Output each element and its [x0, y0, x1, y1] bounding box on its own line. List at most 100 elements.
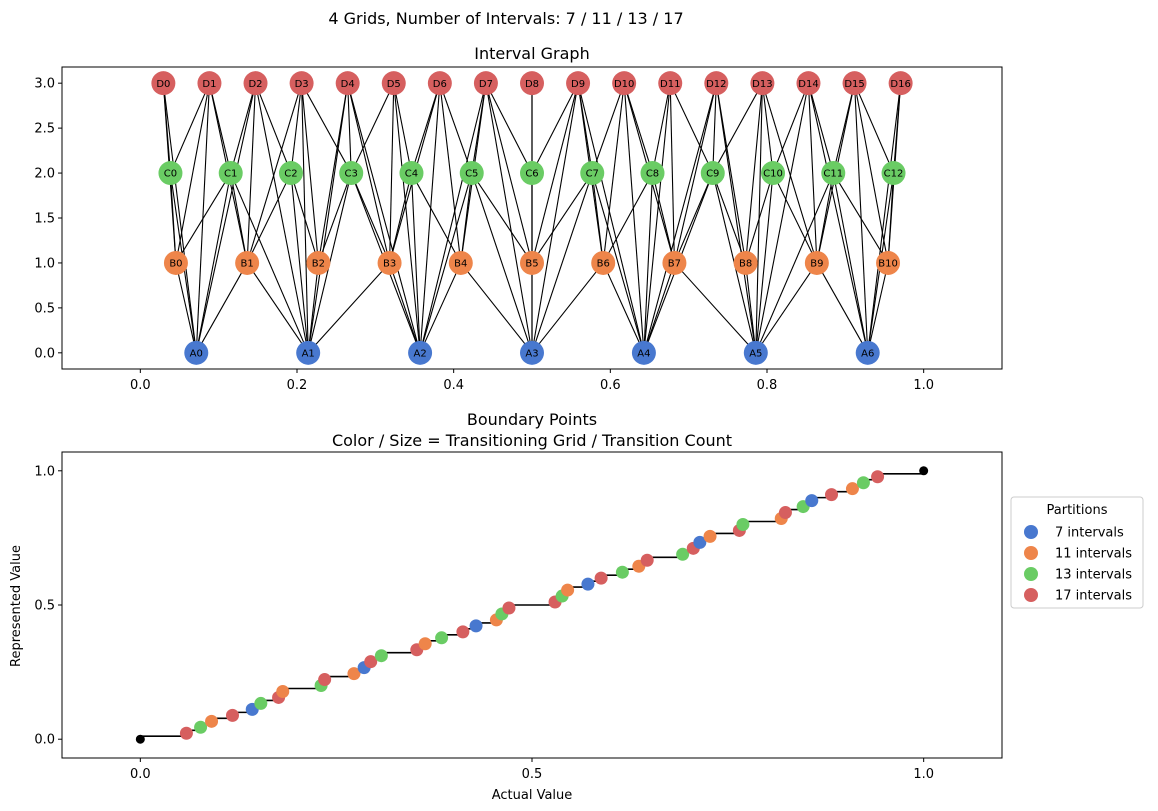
graph-node-label: D6	[433, 79, 447, 90]
graph-node-marker	[658, 71, 683, 96]
graph-node-b6: B6	[591, 250, 616, 275]
graph-node-label: C12	[884, 169, 904, 180]
graph-node-a0: A0	[184, 340, 209, 365]
graph-node-label: B9	[810, 259, 823, 270]
graph-node-label: A5	[749, 348, 762, 359]
graph-node-label: C9	[706, 169, 719, 180]
graph-edge	[246, 83, 303, 264]
graph-node-marker	[235, 250, 260, 275]
graph-node-label: D16	[890, 79, 910, 90]
graph-node-a1: A1	[296, 340, 321, 365]
graph-node-d3: D3	[289, 71, 314, 96]
graph-node-marker	[278, 161, 303, 186]
legend-marker	[1024, 567, 1038, 581]
graph-edge	[230, 172, 309, 354]
boundary-point	[194, 720, 208, 734]
graph-edge	[531, 83, 579, 353]
graph-node-marker	[612, 71, 637, 96]
graph-node-label: C5	[465, 169, 478, 180]
graph-node-marker	[631, 340, 656, 365]
y-tick-label: 0.0	[34, 346, 55, 361]
graph-edge	[411, 172, 462, 264]
graph-edge	[350, 82, 395, 174]
graph-node-marker	[473, 71, 498, 96]
graph-node-label: D2	[248, 79, 262, 90]
graph-node-marker	[158, 161, 183, 186]
x-tick-label: 1.0	[913, 767, 934, 782]
graph-node-b5: B5	[520, 250, 544, 275]
graph-edge	[307, 262, 390, 354]
graph-node-label: A3	[525, 348, 538, 359]
graph-node-marker	[888, 71, 913, 96]
graph-edge	[471, 172, 533, 353]
graph-edge	[712, 172, 747, 264]
graph-node-label: D14	[798, 79, 818, 90]
graph-edge	[350, 172, 391, 264]
graph-edge	[208, 83, 232, 174]
legend-label: 11 intervals	[1055, 547, 1132, 562]
graph-node-marker	[296, 340, 321, 365]
graph-node-d0: D0	[151, 71, 176, 96]
graph-edge	[531, 82, 579, 174]
graph-node-label: C2	[284, 169, 297, 180]
graph-node-marker	[750, 71, 775, 96]
graph-edge	[175, 262, 197, 353]
y-tick-label: 0.0	[34, 733, 55, 748]
graph-edge	[745, 83, 763, 263]
graph-node-label: B10	[878, 259, 898, 270]
graph-node-label: D7	[479, 79, 493, 90]
graph-node-label: D3	[295, 79, 309, 90]
legend-label: 17 intervals	[1055, 589, 1132, 604]
graph-node-marker	[381, 71, 406, 96]
graph-edge	[761, 83, 774, 174]
graph-edge	[577, 83, 645, 353]
graph-node-marker	[704, 71, 729, 96]
graph-node-marker	[335, 71, 360, 96]
boundary-point	[347, 667, 361, 681]
graph-node-label: C10	[763, 169, 783, 180]
graph-node-c7: C7	[580, 161, 605, 186]
graph-node-label: C7	[586, 169, 599, 180]
boundary-point	[640, 553, 654, 567]
boundary-point	[374, 649, 388, 663]
graph-edge	[410, 173, 421, 353]
graph-node-marker	[218, 161, 243, 186]
graph-edge	[854, 82, 895, 174]
graph-node-marker	[700, 161, 725, 186]
graph-node-d15: D15	[842, 71, 867, 96]
graph-node-d12: D12	[704, 71, 729, 96]
boundary-point	[469, 619, 483, 633]
graph-edge	[643, 83, 717, 353]
boundary-point	[676, 547, 690, 561]
graph-node-marker	[761, 161, 786, 186]
x-tick-label: 0.6	[600, 378, 621, 393]
graph-edge	[772, 172, 818, 264]
graph-edge	[347, 83, 352, 174]
graph-node-marker	[306, 250, 331, 275]
graph-node-b7: B7	[662, 250, 687, 275]
x-tick-label: 0.0	[130, 378, 151, 393]
graph-edge	[892, 83, 902, 174]
graph-edge	[643, 262, 675, 353]
graph-node-marker	[448, 250, 473, 275]
graph-node-label: D1	[202, 79, 216, 90]
graph-node-marker	[377, 250, 402, 275]
boundary-point	[418, 637, 432, 651]
boundary-points-title: Boundary Points	[467, 410, 597, 429]
legend-label: 13 intervals	[1055, 568, 1132, 583]
graph-node-label: C3	[345, 169, 358, 180]
graph-edge	[175, 172, 232, 264]
graph-edge	[832, 83, 856, 174]
graph-node-b10: B10	[876, 250, 901, 275]
graph-edge	[439, 82, 473, 174]
graph-node-d9: D9	[566, 71, 591, 96]
boundary-point	[254, 696, 268, 710]
graph-node-marker	[243, 71, 268, 96]
graph-node-b0: B0	[163, 250, 188, 275]
graph-edge	[246, 172, 292, 264]
graph-node-marker	[459, 161, 484, 186]
y-tick-label: 2.5	[34, 122, 55, 137]
graph-edge	[712, 82, 763, 174]
boundary-point	[364, 655, 378, 669]
interval-graph-x-ticks: 0.0 0.2 0.4 0.6 0.8 1.0	[130, 369, 934, 393]
